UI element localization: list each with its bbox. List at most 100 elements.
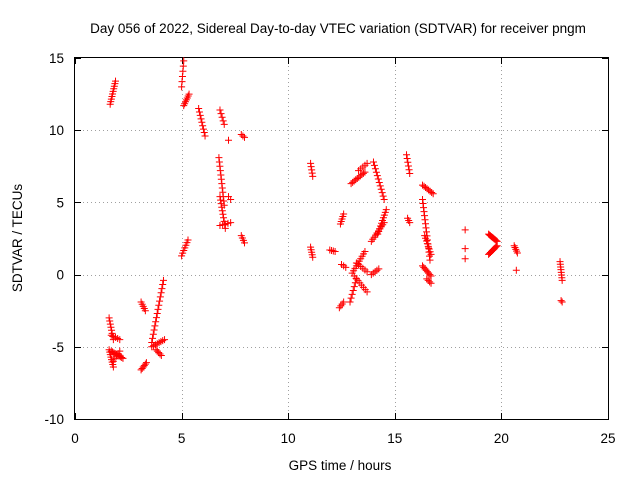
data-point	[359, 169, 367, 177]
data-point	[149, 334, 157, 342]
data-point	[512, 245, 520, 253]
data-point	[155, 339, 163, 347]
data-point	[225, 136, 233, 144]
data-point	[513, 249, 521, 257]
data-point	[379, 192, 387, 200]
data-point	[511, 244, 519, 252]
data-point	[558, 276, 566, 284]
x-tick-label: 10	[281, 431, 296, 446]
data-point	[350, 283, 358, 291]
y-tick-label: 5	[56, 195, 64, 210]
data-point	[404, 162, 412, 170]
data-point	[513, 247, 521, 255]
data-point	[373, 172, 381, 180]
data-point	[374, 175, 382, 183]
data-point	[151, 322, 159, 330]
chart-title: Day 056 of 2022, Sidereal Day-to-day VTE…	[90, 21, 586, 36]
data-point	[428, 188, 436, 196]
data-point	[363, 288, 371, 296]
x-axis-label: GPS time / hours	[289, 458, 392, 473]
data-point	[220, 214, 228, 222]
data-point	[380, 196, 388, 204]
data-point	[217, 200, 225, 208]
data-point	[492, 243, 500, 251]
data-point	[150, 342, 158, 350]
data-point	[403, 151, 411, 159]
data-point	[156, 350, 164, 358]
data-point	[429, 190, 437, 198]
data-point	[217, 110, 225, 118]
data-point	[307, 163, 315, 171]
data-point	[361, 168, 369, 176]
data-point	[159, 276, 167, 284]
data-point	[156, 293, 164, 301]
data-point	[377, 185, 385, 193]
y-tick-label: -5	[52, 340, 64, 355]
data-point	[363, 159, 371, 167]
data-point	[405, 166, 413, 174]
data-point	[308, 169, 316, 177]
data-point	[112, 77, 120, 85]
data-point	[118, 354, 126, 362]
data-point	[200, 129, 208, 137]
data-point	[150, 326, 158, 334]
data-point	[141, 360, 149, 368]
data-point	[154, 305, 162, 313]
data-point	[218, 207, 226, 215]
data-point	[155, 301, 163, 309]
y-tick-label: 10	[49, 123, 64, 138]
data-point	[557, 297, 565, 305]
data-point	[219, 210, 227, 218]
data-point	[331, 247, 339, 255]
data-point	[218, 203, 226, 211]
data-point	[216, 106, 224, 114]
data-point	[158, 285, 166, 293]
data-point	[161, 336, 169, 344]
data-point	[404, 158, 412, 166]
x-tick-label: 15	[387, 431, 402, 446]
data-point	[510, 242, 518, 250]
data-point	[227, 219, 235, 227]
data-point	[195, 105, 203, 113]
y-tick-label: 0	[56, 268, 64, 283]
data-point	[426, 278, 434, 286]
data-point	[307, 159, 315, 167]
y-tick-labels: -10 -5 0 5 10 15	[44, 51, 64, 427]
data-point	[220, 120, 228, 128]
data-point	[424, 276, 432, 284]
data-point	[119, 354, 127, 362]
data-point	[217, 196, 225, 204]
data-point	[371, 165, 379, 173]
data-point	[197, 115, 205, 123]
data-point	[378, 189, 386, 197]
x-tick-label: 5	[178, 431, 186, 446]
data-point	[427, 250, 435, 258]
data-point	[185, 90, 193, 98]
data-point	[406, 170, 414, 178]
data-point	[427, 279, 435, 287]
data-point	[426, 271, 434, 279]
data-point	[216, 193, 224, 201]
data-point	[153, 340, 161, 348]
data-point	[308, 166, 316, 174]
data-point	[461, 245, 469, 253]
data-point	[180, 57, 188, 65]
data-point	[151, 341, 159, 349]
x-tick-labels: 0 5 10 15 20 25	[71, 431, 615, 446]
data-point	[198, 118, 206, 126]
data-point	[148, 343, 156, 351]
x-tick-label: 20	[494, 431, 509, 446]
data-point	[107, 323, 115, 331]
data-point	[239, 132, 247, 140]
data-point	[346, 298, 354, 306]
data-point	[157, 289, 165, 297]
data-point	[196, 111, 204, 119]
data-point	[159, 337, 167, 345]
data-point	[201, 132, 209, 140]
y-axis-label: SDTVAR / TECUs	[10, 184, 25, 293]
data-point	[159, 281, 167, 289]
data-point	[558, 298, 566, 306]
data-points	[105, 57, 566, 374]
data-point	[240, 133, 248, 141]
